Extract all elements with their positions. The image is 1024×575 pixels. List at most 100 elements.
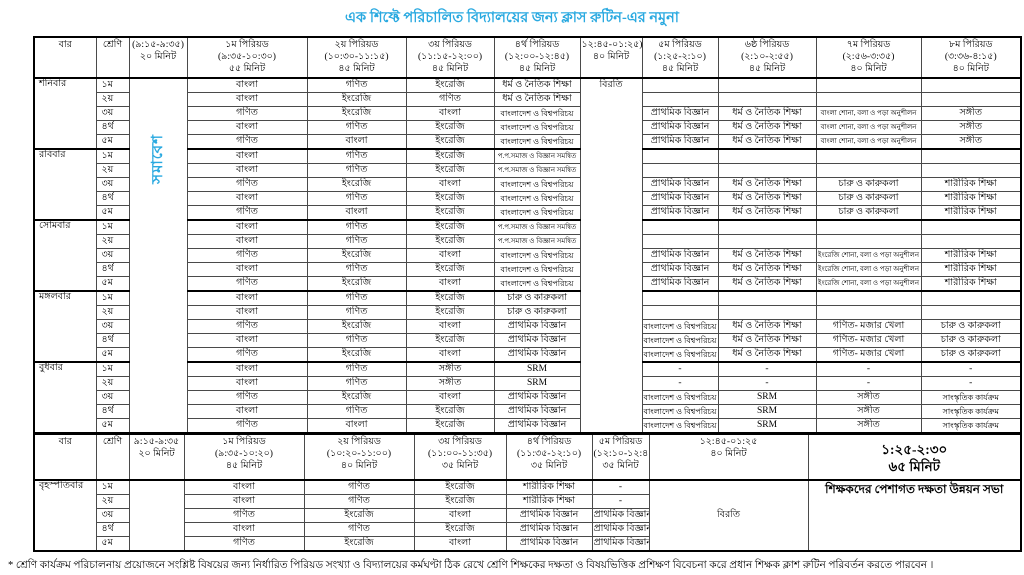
subject-cell: গণিত bbox=[306, 120, 407, 135]
subject-cell: ইংরেজি bbox=[303, 536, 415, 552]
subject-cell: SRM bbox=[717, 390, 817, 405]
day-cell: মঙ্গলবার bbox=[33, 290, 97, 363]
subject-cell: গণিত bbox=[306, 361, 407, 377]
period-header-line: (১২:১০-১২:৪৫) bbox=[593, 448, 649, 459]
day-cell: বুধবার bbox=[33, 361, 97, 434]
subject-cell: প.প.সমাজ ও বিজ্ঞান সমন্বিত bbox=[493, 219, 581, 235]
subject-cell: গণিত bbox=[303, 522, 415, 537]
subject-cell: গণিত bbox=[405, 92, 495, 107]
subject-cell: গণিত bbox=[306, 219, 407, 235]
period-header-line: ৫ম পিরিয়ড bbox=[658, 40, 702, 50]
col-header-day: বার bbox=[33, 36, 97, 79]
routine-row: বৃহস্পতিবার ১ম বাংলা গণিত ইংরেজি শারীরিক শিক্… bbox=[33, 479, 1022, 552]
subject-cell: SRM bbox=[717, 418, 817, 434]
subject-cell: সঙ্গীত bbox=[815, 404, 922, 419]
subject-cell: শারীরিক শিক্ষা bbox=[920, 205, 1022, 221]
class-cell: ৫ম bbox=[95, 134, 130, 150]
routine-row: ৫ম গণিত ইংরেজি বাংলা প্রাথমিক বিজ্ঞান প্রাথমি… bbox=[34, 536, 1021, 552]
routine-table-top: বার শ্রেণি (৯:১৫-৯:৩৫) ২০ মিনিট ১ম পিরিয়ড (৯… bbox=[33, 36, 1022, 434]
subject-cell bbox=[815, 148, 922, 164]
subject-cell: প্রাথমিক বিজ্ঞান bbox=[641, 205, 719, 221]
subject-cell: ইংরেজি bbox=[405, 148, 495, 164]
subject-cell: বাংলা bbox=[186, 163, 308, 178]
class-cell: ২য় bbox=[95, 376, 130, 391]
subject-cell: গণিত- মজার খেলা bbox=[815, 347, 922, 363]
period-header-line: (৩:৩৬-৪:১৫) bbox=[944, 51, 997, 62]
period-header-line: ২য় পিরিয়ড bbox=[334, 40, 379, 50]
subject-cell: ইংরেজি bbox=[306, 177, 407, 192]
subject-cell: - bbox=[641, 376, 719, 391]
subject-cell: ইংরেজি bbox=[413, 494, 507, 509]
period-header-line: ৩৫ মিনিট bbox=[441, 460, 479, 471]
subject-cell: ইংরেজি bbox=[405, 191, 495, 206]
period-header-line: (১১:৩৫-১২:১০) bbox=[516, 448, 582, 459]
assembly-time-header: (৯:১৫-৯:৩৫) ২০ মিনিট bbox=[128, 36, 188, 79]
subject-cell: ধর্ম ও নৈতিক শিক্ষা bbox=[717, 134, 817, 150]
break-time-header-line: ১২:৪৫-০১:২৫ bbox=[699, 437, 758, 447]
subject-cell: ধর্ম ও নৈতিক শিক্ষা bbox=[717, 248, 817, 263]
class-cell: ৫ম bbox=[95, 536, 130, 552]
subject-cell: ইংরেজি bbox=[306, 319, 407, 334]
col-header-class: শ্রেণি bbox=[95, 433, 130, 481]
subject-cell: ইংরেজি bbox=[413, 479, 507, 495]
routine-table-bottom-header: বার শ্রেণি ৯:১৫-৯:৩৫ ২০ মিনিট ১ম পিরিয়ড (৯:৩… bbox=[33, 433, 1022, 481]
subject-cell: বাংলা শোনা, বলা ও পড়া অনুশীলন bbox=[815, 106, 922, 121]
class-cell: ১ম bbox=[95, 148, 130, 164]
class-cell: ২য় bbox=[95, 494, 130, 509]
period-header: ১ম পিরিয়ড (৯:৩৫-১০:৩০) ৫৫ মিনিট bbox=[186, 36, 308, 79]
class-cell: ১ম bbox=[95, 219, 130, 235]
routine-row: ৪র্থ বাংলা গণিত ইংরেজি প্রাথমিক বিজ্ঞান বাংলা… bbox=[34, 333, 1022, 348]
subject-cell: সাংস্কৃতিক কার্যক্রম bbox=[920, 404, 1022, 419]
routine-row: ৩য় গণিত ইংরেজি বাংলা প্রাথমিক বিজ্ঞান প্রাথম… bbox=[34, 508, 1021, 523]
class-cell: ৫ম bbox=[95, 347, 130, 363]
class-cell: ১ম bbox=[95, 77, 130, 93]
subject-cell bbox=[641, 148, 719, 164]
break-time-header: ১২:৪৫-০১:২৫) ৪০ মিনিট bbox=[579, 36, 643, 79]
subject-cell bbox=[641, 219, 719, 235]
class-cell: ৪র্থ bbox=[95, 522, 130, 537]
subject-cell: ইংরেজি bbox=[405, 134, 495, 150]
class-cell: ৪র্থ bbox=[95, 404, 130, 419]
class-cell: ৪র্থ bbox=[95, 333, 130, 348]
subject-cell: বাংলা bbox=[186, 404, 308, 419]
subject-cell: চারু ও কারুকলা bbox=[493, 305, 581, 320]
subject-cell: সঙ্গীত bbox=[920, 120, 1022, 135]
subject-cell bbox=[920, 219, 1022, 235]
routine-row: সোমবার ১ম বাংলা গণিত ইংরেজি প.প.সমাজ ও বিজ্ঞা… bbox=[33, 219, 1022, 292]
subject-cell bbox=[641, 290, 719, 306]
assembly-cell bbox=[128, 479, 185, 552]
period-header-line: (৯:৩৫-১০:২০) bbox=[215, 448, 273, 459]
break-time-header-line: ১২:৪৫-০১:২৫) bbox=[581, 40, 642, 50]
subject-cell: গণিত bbox=[186, 177, 308, 192]
subject-cell: ইংরেজি bbox=[405, 305, 495, 320]
day-cell: বৃহস্পতিবার bbox=[33, 479, 97, 552]
subject-cell: ইংরেজি bbox=[306, 248, 407, 263]
routine-table-bottom: বার শ্রেণি ৯:১৫-৯:৩৫ ২০ মিনিট ১ম পিরিয়ড (৯:৩… bbox=[33, 433, 1022, 552]
subject-cell bbox=[717, 234, 817, 249]
subject-cell: ইংরেজি শোনা, বলা ও পড়া অনুশীলন bbox=[815, 276, 922, 292]
routine-row: ৩য় গণিত ইংরেজি বাংলা বাংলাদেশ ও বিশ্বপরিচয়… bbox=[34, 106, 1022, 121]
period-header: ৬ষ্ঠ পিরিয়ড (২:১০-২:৫৫) ৪৫ মিনিট bbox=[717, 36, 817, 79]
subject-cell: বাংলা bbox=[306, 205, 407, 221]
subject-cell: গণিত bbox=[306, 163, 407, 178]
period-header-line: ৪৫ মিনিট bbox=[661, 63, 699, 74]
period-header-line: (১২:০০-১২:৪৫) bbox=[504, 51, 570, 62]
subject-cell: চারু ও কারুকলা bbox=[493, 290, 581, 306]
routine-table-bottom-body: বৃহস্পতিবার ১ম বাংলা গণিত ইংরেজি শারীরিক শিক্… bbox=[33, 479, 1022, 552]
subject-cell: শারীরিক শিক্ষা bbox=[920, 248, 1022, 263]
subject-cell: বাংলা bbox=[186, 92, 308, 107]
break-time-header-line: ৪০ মিনিট bbox=[710, 448, 747, 459]
period-header-line: ৬ষ্ঠ পিরিয়ড bbox=[744, 40, 790, 50]
subject-cell: ধর্ম ও নৈতিক শিক্ষা bbox=[717, 106, 817, 121]
subject-cell: শারীরিক শিক্ষা bbox=[505, 479, 593, 495]
subject-cell: - bbox=[591, 494, 650, 509]
routine-table-top-body: শনিবার ১ম সমাবেশ বাংলা গণিত ইংরেজি ধর্ম ও নৈতি… bbox=[33, 77, 1022, 434]
period-header-line: ৩য় পিরিয়ড bbox=[438, 437, 482, 447]
subject-cell: বাংলা bbox=[405, 106, 495, 121]
subject-cell: বাংলা bbox=[186, 120, 308, 135]
subject-cell: বাংলা bbox=[186, 376, 308, 391]
routine-row: ৪র্থ বাংলা গণিত ইংরেজি প্রাথমিক বিজ্ঞান প্রাথ… bbox=[34, 522, 1021, 537]
subject-cell: বাংলা bbox=[186, 234, 308, 249]
subject-cell: গণিত bbox=[303, 479, 415, 495]
subject-cell bbox=[641, 77, 719, 93]
